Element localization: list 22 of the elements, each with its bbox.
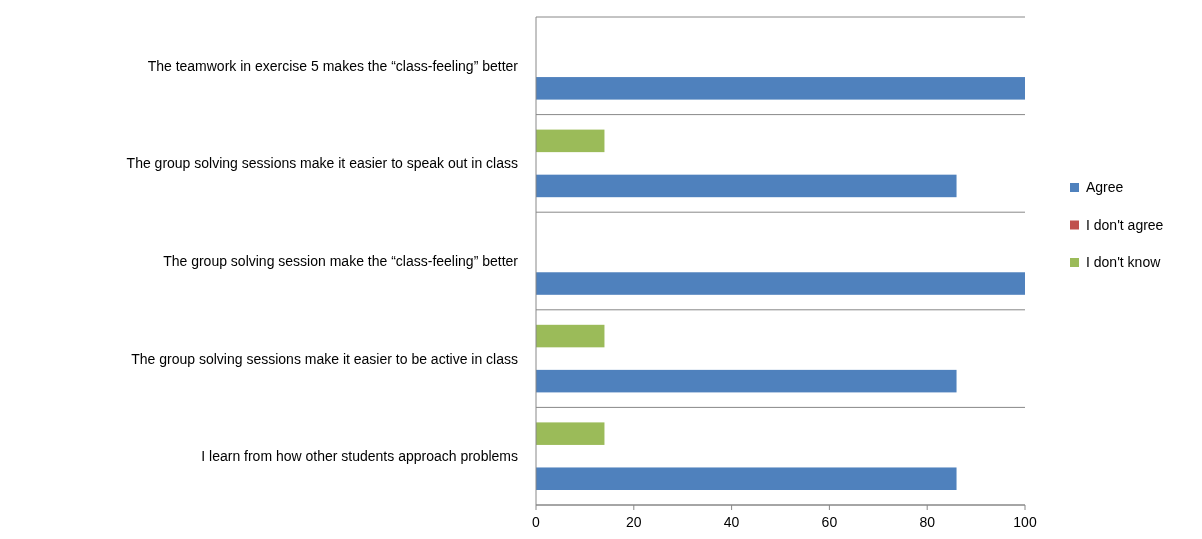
bar [536, 272, 1025, 295]
legend-label: Agree [1086, 179, 1124, 195]
bar [536, 467, 957, 490]
y-tick-label: The group solving session make the “class-feeling” better [163, 253, 519, 269]
bar [536, 174, 957, 198]
x-tick-label: 60 [821, 514, 838, 530]
y-tick-label: The teamwork in exercise 5 makes the “class-feeling” better [147, 57, 519, 74]
bar [536, 77, 1025, 100]
x-tick-label: 40 [723, 514, 740, 530]
x-tick-label: 100 [1013, 514, 1037, 530]
y-tick-label: The group solving sessions make it easier to be active in class [131, 350, 518, 367]
bar [536, 129, 605, 153]
legend-label: I don't agree [1086, 216, 1164, 233]
bar [536, 369, 957, 393]
bar [536, 324, 605, 348]
x-tick-label: 80 [919, 514, 936, 530]
x-tick-label: 20 [626, 514, 642, 530]
bar [536, 422, 605, 445]
x-tick-label: 0 [532, 514, 541, 530]
y-tick-label: I learn from how other students approach problems [201, 448, 518, 465]
legend-label: I don't know [1086, 254, 1162, 270]
y-tick-label: The group solving sessions make it easier to speak out in class [126, 155, 518, 172]
